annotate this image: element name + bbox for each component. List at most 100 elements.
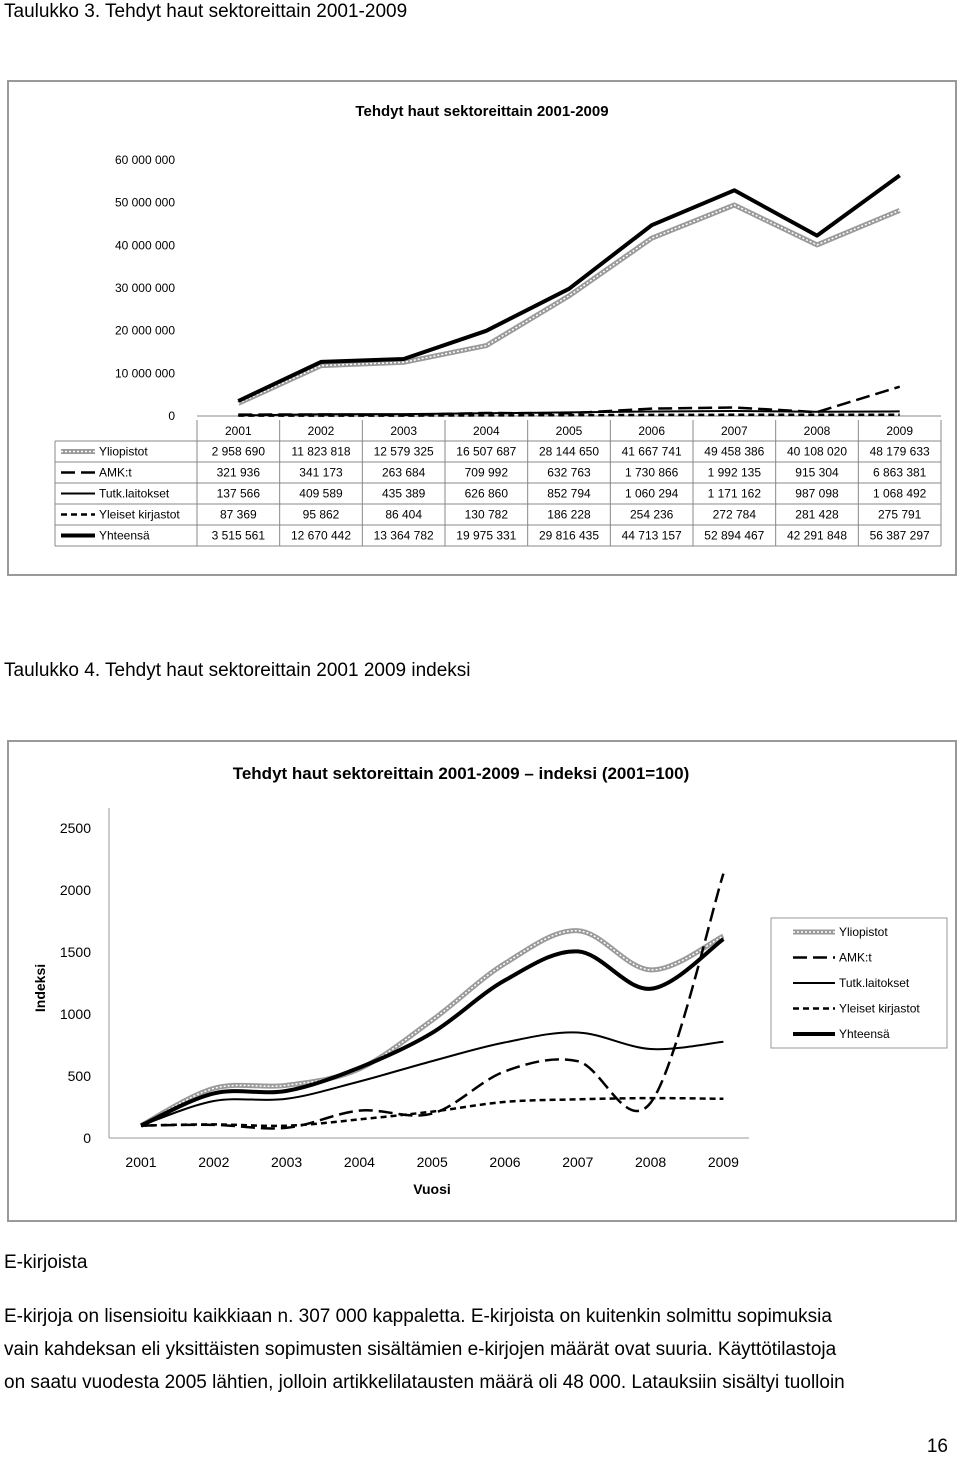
x-tick-label: 2006 xyxy=(638,424,665,438)
data-label: 130 782 xyxy=(465,508,509,522)
x-tick-label: 2007 xyxy=(562,1154,593,1170)
section-title: E-kirjoista xyxy=(4,1252,88,1273)
x-tick-label: 2005 xyxy=(556,424,583,438)
chart-1-frame: Tehdyt haut sektoreittain 2001-2009 0 10 0… xyxy=(7,80,957,576)
data-label: 281 428 xyxy=(795,508,839,522)
data-label: 19 975 331 xyxy=(456,529,516,543)
data-label: 1 730 866 xyxy=(625,466,679,480)
y-tick-label: 60 000 000 xyxy=(115,153,175,167)
data-label: 42 291 848 xyxy=(787,529,847,543)
legend-label-yliopistot: Yliopistot xyxy=(99,445,148,459)
data-label: 44 713 157 xyxy=(622,529,682,543)
data-label: 40 108 020 xyxy=(787,445,847,459)
x-tick-label: 2006 xyxy=(489,1154,520,1170)
series-line-yliopistot-inner xyxy=(237,204,900,405)
legend-label-amk-t: AMK:t xyxy=(839,951,872,965)
legend-label-tutk-laitokset: Tutk.laitokset xyxy=(839,976,910,990)
chart-1-svg: Tehdyt haut sektoreittain 2001-2009 0 10 0… xyxy=(54,103,942,547)
data-label: 48 179 633 xyxy=(870,445,930,459)
legend-label-yleiset-kirjastot: Yleiset kirjastot xyxy=(839,1002,920,1016)
y-tick-label: 40 000 000 xyxy=(115,238,175,252)
data-label: 137 566 xyxy=(217,487,261,501)
legend-label-amk-t: AMK:t xyxy=(99,466,132,480)
data-label: 52 894 467 xyxy=(704,529,764,543)
y-axis-label: Indeksi xyxy=(32,964,48,1012)
data-label: 49 458 386 xyxy=(704,445,764,459)
data-label: 341 173 xyxy=(299,466,343,480)
data-label: 41 667 741 xyxy=(622,445,682,459)
y-tick-label: 10 000 000 xyxy=(115,366,175,380)
x-tick-label: 2008 xyxy=(804,424,831,438)
x-tick-label: 2009 xyxy=(708,1154,739,1170)
x-tick-label: 2002 xyxy=(308,424,335,438)
caption-table-3: Taulukko 3. Tehdyt haut sektoreittain 20… xyxy=(4,1,408,22)
x-tick-label: 2008 xyxy=(635,1154,666,1170)
data-label: 852 794 xyxy=(547,487,591,501)
y-tick-label: 30 000 000 xyxy=(115,281,175,295)
data-label: 987 098 xyxy=(795,487,839,501)
chart-2-title: Tehdyt haut sektoreittain 2001-2009 – in… xyxy=(233,764,690,783)
data-label: 56 387 297 xyxy=(870,529,930,543)
x-tick-label: 2004 xyxy=(344,1154,375,1170)
series-line-yliopistot-inner xyxy=(140,929,724,1127)
data-label: 709 992 xyxy=(465,466,509,480)
data-label: 2 958 690 xyxy=(212,445,266,459)
data-label: 409 589 xyxy=(299,487,343,501)
data-label: 16 507 687 xyxy=(456,445,516,459)
chart-2-series xyxy=(139,873,725,1130)
data-label: 6 863 381 xyxy=(873,466,927,480)
data-label: 254 236 xyxy=(630,508,674,522)
paragraph-line-3: on saatu vuodesta 2005 lähtien, jolloin … xyxy=(4,1372,845,1393)
x-tick-label: 2001 xyxy=(125,1154,156,1170)
series-line-yliopistot xyxy=(237,202,901,406)
x-tick-label: 2007 xyxy=(721,424,748,438)
caption-table-4: Taulukko 4. Tehdyt haut sektoreittain 20… xyxy=(4,660,471,681)
series-line-tutk-laitokset xyxy=(140,1031,724,1127)
data-label: 1 068 492 xyxy=(873,487,927,501)
data-label: 915 304 xyxy=(795,466,839,480)
series-line-yleiset-kirjastot xyxy=(140,1096,724,1128)
chart-2-frame: Tehdyt haut sektoreittain 2001-2009 – in… xyxy=(7,740,957,1222)
x-tick-label: 2003 xyxy=(390,424,417,438)
chart-2-svg: Tehdyt haut sektoreittain 2001-2009 – in… xyxy=(32,764,948,1197)
data-label: 321 936 xyxy=(217,466,261,480)
y-tick-label: 1000 xyxy=(60,1006,91,1022)
series-line-yhteensä xyxy=(237,173,901,403)
y-tick-label: 20 000 000 xyxy=(115,324,175,338)
data-label: 263 684 xyxy=(382,466,426,480)
data-label: 29 816 435 xyxy=(539,529,599,543)
series-line-yhteensä xyxy=(140,937,725,1128)
data-label: 275 791 xyxy=(878,508,922,522)
y-tick-label: 500 xyxy=(68,1068,92,1084)
page-number: 16 xyxy=(926,1436,948,1457)
x-tick-label: 2001 xyxy=(225,424,252,438)
legend-label-yhteensä: Yhteensä xyxy=(99,529,150,543)
series-line-yleiset-kirjastot xyxy=(238,413,900,417)
chart-1-title: Tehdyt haut sektoreittain 2001-2009 xyxy=(355,103,608,120)
y-tick-label: 1500 xyxy=(60,944,91,960)
y-tick-label: 0 xyxy=(168,409,175,423)
y-tick-label: 0 xyxy=(83,1130,91,1146)
x-tick-label: 2002 xyxy=(198,1154,229,1170)
x-tick-label: 2003 xyxy=(271,1154,302,1170)
y-tick-label: 50 000 000 xyxy=(115,196,175,210)
y-tick-label: 2000 xyxy=(60,882,91,898)
data-label: 87 369 xyxy=(220,508,257,522)
data-label: 435 389 xyxy=(382,487,426,501)
series-line-tutk-laitokset xyxy=(238,409,900,417)
data-label: 272 784 xyxy=(713,508,757,522)
data-label: 1 171 162 xyxy=(708,487,762,501)
data-label: 632 763 xyxy=(547,466,591,480)
data-label: 86 404 xyxy=(385,508,422,522)
data-label: 3 515 561 xyxy=(212,529,266,543)
chart-1-series xyxy=(237,173,901,417)
data-label: 95 862 xyxy=(303,508,340,522)
legend-label-yhteensä: Yhteensä xyxy=(839,1027,890,1041)
data-label: 12 579 325 xyxy=(374,445,434,459)
paragraph-line-1: E-kirjoja on lisensioitu kaikkiaan n. 30… xyxy=(4,1306,832,1327)
data-label: 12 670 442 xyxy=(291,529,351,543)
x-tick-label: 2009 xyxy=(886,424,913,438)
y-tick-label: 2500 xyxy=(60,820,91,836)
data-label: 186 228 xyxy=(547,508,591,522)
data-label: 1 060 294 xyxy=(625,487,679,501)
